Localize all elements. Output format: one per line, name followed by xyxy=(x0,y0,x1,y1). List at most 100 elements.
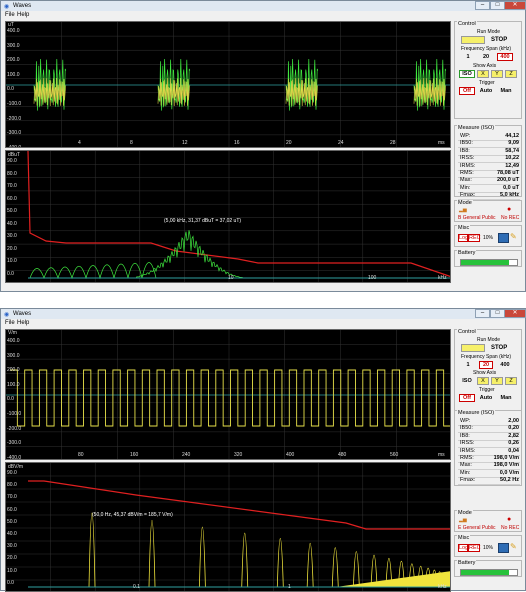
spectrum-plot[interactable]: dBuT 90.0 80.0 70.0 60.0 50.0 40.0 30.0 20.0 10.… xyxy=(5,150,451,283)
axis-x-button[interactable]: X xyxy=(477,70,489,78)
log-button[interactable]: Log xyxy=(458,234,469,242)
trigger-off-button[interactable]: Off xyxy=(459,394,475,402)
y-unit-label: dBV/m xyxy=(8,464,24,470)
spectrum-lobes xyxy=(29,262,157,280)
close-button[interactable]: ✕ xyxy=(504,1,526,10)
monitor-icon[interactable] xyxy=(498,543,509,553)
axis-iso-button[interactable]: ISO xyxy=(459,70,475,78)
y-unit-label: V/m xyxy=(8,330,17,336)
y-tick-label: -100.0 xyxy=(7,101,22,107)
y-tick-label: 50.0 xyxy=(7,208,17,214)
span-20-button[interactable]: 20 xyxy=(479,361,493,369)
trigger-label: Trigger xyxy=(479,80,495,86)
trigger-man-button[interactable]: Man xyxy=(500,88,512,94)
menu-help[interactable]: Help xyxy=(17,12,30,18)
measure-value: 44,12 xyxy=(505,133,519,139)
measure-value: 200,0 uT xyxy=(496,177,519,184)
trigger-auto-button[interactable]: Auto xyxy=(479,88,493,94)
menu-file[interactable]: File xyxy=(5,12,15,18)
menu-bar: File Help xyxy=(1,11,525,20)
maximize-button[interactable]: □ xyxy=(490,309,505,318)
span-1-button[interactable]: 1 xyxy=(466,362,470,368)
measure-key: Max: xyxy=(460,177,472,184)
axis-iso-button[interactable]: ISO xyxy=(462,378,472,384)
run-mode-indicator[interactable] xyxy=(461,344,485,352)
axis-z-button[interactable]: Z xyxy=(505,70,517,78)
x-tick-label: 24 xyxy=(338,140,344,146)
trigger-man-button[interactable]: Man xyxy=(500,395,512,401)
y-tick-label: 90.0 xyxy=(7,470,17,476)
axis-x-button[interactable]: X xyxy=(477,377,489,385)
time-domain-plot[interactable]: uT 400.0 300.0 200.0 100.0 0.0 -100.0 -200.0 -3… xyxy=(5,21,451,148)
menu-file[interactable]: File xyxy=(5,320,15,326)
y-tick-label: 20.0 xyxy=(7,245,17,252)
control-title: Control xyxy=(457,329,477,335)
app-icon: ◉ xyxy=(4,4,10,10)
maximize-button[interactable]: □ xyxy=(490,1,505,10)
measure-value: 9,09 xyxy=(508,140,519,147)
title-bar: ◉ Waves – □ ✕ xyxy=(1,309,526,319)
log-button[interactable]: Log xyxy=(458,544,469,552)
run-mode-indicator[interactable] xyxy=(461,36,485,44)
measure-key: RMS: xyxy=(460,455,474,461)
y-tick-label: 400.0 xyxy=(7,338,20,344)
span-400-button[interactable]: 400 xyxy=(497,53,513,61)
tool-icon[interactable]: ✎ xyxy=(510,542,517,551)
rec-indicator-icon: ● xyxy=(507,206,512,213)
time-domain-plot[interactable]: V/m 400.0 300.0 200.0 100.0 0.0 -100.0 -200.0 -… xyxy=(5,329,451,460)
x-tick-label: 16 xyxy=(234,140,240,146)
mode-panel: Mode ▂▅ ● B General Public No REC xyxy=(454,200,522,222)
trigger-off-button[interactable]: Off xyxy=(459,87,475,95)
y-tick-label: 100.0 xyxy=(7,381,20,388)
spectrum-plot[interactable]: dBV/m 90.0 80.0 70.0 60.0 50.0 40.0 30.0 20.0 10… xyxy=(5,462,451,592)
span-1-button[interactable]: 1 xyxy=(466,54,470,60)
rec-button[interactable]: REC xyxy=(468,544,481,552)
measure-key: IRSS: xyxy=(460,440,475,447)
span-20-button[interactable]: 20 xyxy=(482,54,490,60)
measure-value: 50,2 Hz xyxy=(500,477,519,484)
minimize-button[interactable]: – xyxy=(475,1,490,10)
app-icon: ◉ xyxy=(4,312,10,318)
rec-indicator-icon: ● xyxy=(507,516,512,523)
standard-label[interactable]: E General Public xyxy=(458,525,496,531)
y-tick-label: 10.0 xyxy=(7,567,17,574)
trigger-auto-button[interactable]: Auto xyxy=(479,395,493,401)
stop-button[interactable]: STOP xyxy=(491,345,508,351)
measure-row: IRMS: 12,49 xyxy=(458,162,520,171)
rec-status-label: No REC xyxy=(501,525,520,531)
x-tick-label: 12 xyxy=(182,140,188,146)
y-tick-label: 40.0 xyxy=(7,531,17,537)
x-unit-label: kHz xyxy=(438,275,447,281)
rec-button[interactable]: REC xyxy=(468,234,481,242)
stop-button[interactable]: STOP xyxy=(491,37,508,43)
measure-row: IRMS: 0,04 xyxy=(458,447,520,456)
harmonic-peak xyxy=(306,543,314,588)
measure-value: 78,08 uT xyxy=(496,170,519,176)
axis-y-button[interactable]: Y xyxy=(491,377,503,385)
measure-row: Fmax: 5,0 kHz xyxy=(458,191,520,201)
standard-label[interactable]: B General Public xyxy=(458,215,496,221)
axis-z-button[interactable]: Z xyxy=(505,377,517,385)
monitor-icon[interactable] xyxy=(498,233,509,243)
y-tick-label: 10.0 xyxy=(7,258,17,264)
measure-row: IB50: 9,09 xyxy=(458,139,520,149)
measure-row: RMS: 78,08 uT xyxy=(458,169,520,178)
frequency-span-label: Frequency Span (kHz) xyxy=(461,46,512,52)
control-title: Control xyxy=(457,21,477,27)
minimize-button[interactable]: – xyxy=(475,309,490,318)
axis-y-button[interactable]: Y xyxy=(491,70,503,78)
tool-icon[interactable]: ✎ xyxy=(510,232,517,241)
y-tick-label: 300.0 xyxy=(7,42,20,49)
measure-value: 5,0 kHz xyxy=(500,192,519,199)
harmonic-peak xyxy=(352,551,360,588)
battery-title: Battery xyxy=(457,250,477,256)
waves-window-2: ◉ Waves – □ ✕ File Help V/m 400.0 300.0 20… xyxy=(0,308,526,592)
harmonic-peak xyxy=(199,527,206,588)
close-button[interactable]: ✕ xyxy=(504,309,526,318)
menu-help[interactable]: Help xyxy=(17,320,30,326)
span-400-button[interactable]: 400 xyxy=(500,362,510,368)
measure-title: Measure (ISO) xyxy=(457,125,496,131)
harmonic-peak xyxy=(148,520,156,588)
y-tick-label: 400.0 xyxy=(7,28,20,34)
window-title: Waves xyxy=(13,311,32,317)
